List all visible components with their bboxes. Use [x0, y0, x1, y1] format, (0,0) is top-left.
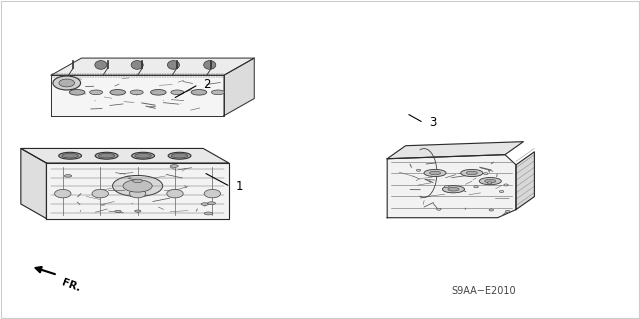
- Ellipse shape: [69, 90, 85, 95]
- Ellipse shape: [99, 153, 115, 158]
- Ellipse shape: [191, 90, 207, 95]
- Ellipse shape: [167, 189, 183, 198]
- Ellipse shape: [150, 90, 166, 95]
- Polygon shape: [516, 152, 534, 210]
- Ellipse shape: [429, 171, 440, 175]
- Polygon shape: [387, 142, 524, 159]
- Ellipse shape: [59, 152, 81, 159]
- Ellipse shape: [474, 186, 478, 188]
- Ellipse shape: [442, 186, 465, 193]
- Ellipse shape: [170, 165, 179, 167]
- Ellipse shape: [424, 169, 446, 176]
- Ellipse shape: [135, 153, 151, 158]
- Ellipse shape: [113, 175, 163, 197]
- Text: S9AA−E2010: S9AA−E2010: [451, 286, 515, 296]
- Ellipse shape: [445, 185, 449, 188]
- Ellipse shape: [92, 189, 108, 198]
- Ellipse shape: [131, 61, 143, 69]
- Ellipse shape: [171, 90, 184, 95]
- Polygon shape: [51, 58, 254, 75]
- Ellipse shape: [132, 152, 154, 159]
- Ellipse shape: [65, 174, 72, 177]
- Ellipse shape: [172, 153, 188, 158]
- Ellipse shape: [53, 76, 81, 90]
- Ellipse shape: [207, 202, 216, 204]
- Polygon shape: [224, 58, 254, 116]
- Text: FR.: FR.: [61, 278, 83, 293]
- Ellipse shape: [487, 182, 492, 184]
- Ellipse shape: [417, 169, 420, 171]
- Polygon shape: [21, 148, 47, 219]
- Ellipse shape: [504, 184, 508, 186]
- Ellipse shape: [134, 210, 141, 212]
- Ellipse shape: [62, 153, 78, 158]
- Ellipse shape: [129, 189, 146, 198]
- Polygon shape: [47, 163, 229, 219]
- Ellipse shape: [95, 61, 107, 69]
- Ellipse shape: [506, 210, 510, 212]
- Ellipse shape: [90, 90, 102, 95]
- Text: 3: 3: [429, 116, 436, 129]
- Text: 2: 2: [204, 78, 211, 91]
- Ellipse shape: [211, 90, 225, 95]
- Ellipse shape: [479, 178, 501, 185]
- Ellipse shape: [115, 210, 121, 212]
- Ellipse shape: [484, 179, 496, 183]
- Ellipse shape: [499, 190, 504, 193]
- Ellipse shape: [489, 209, 493, 211]
- Ellipse shape: [54, 189, 71, 198]
- Ellipse shape: [436, 208, 441, 210]
- Ellipse shape: [467, 171, 477, 175]
- Ellipse shape: [131, 90, 143, 95]
- Ellipse shape: [123, 180, 152, 192]
- Ellipse shape: [132, 179, 143, 182]
- Ellipse shape: [204, 212, 212, 215]
- Ellipse shape: [95, 152, 118, 159]
- Text: 1: 1: [236, 180, 243, 193]
- Ellipse shape: [168, 152, 191, 159]
- Polygon shape: [387, 155, 516, 218]
- Ellipse shape: [110, 90, 125, 95]
- Ellipse shape: [484, 173, 488, 175]
- Ellipse shape: [201, 203, 209, 205]
- Ellipse shape: [168, 61, 179, 69]
- Ellipse shape: [204, 61, 216, 69]
- Ellipse shape: [461, 169, 483, 176]
- Ellipse shape: [448, 188, 459, 191]
- Polygon shape: [21, 148, 229, 163]
- Ellipse shape: [204, 189, 221, 198]
- Polygon shape: [51, 75, 224, 116]
- Ellipse shape: [59, 79, 74, 87]
